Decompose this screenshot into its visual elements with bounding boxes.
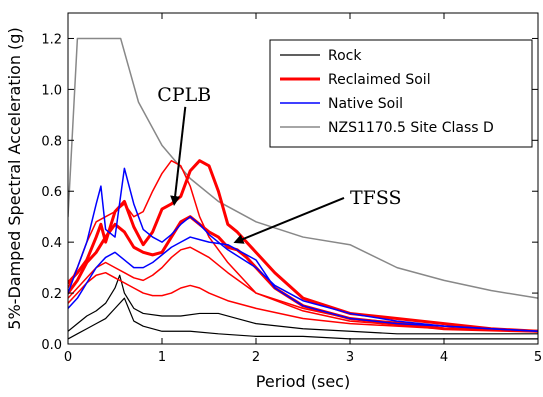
y-tick-label: 0.8 [41, 134, 62, 149]
x-axis-label: Period (sec) [256, 372, 350, 391]
series-line-reclaimed-soil-5 [68, 159, 538, 333]
x-tick-label: 0 [64, 350, 72, 365]
series-line-rock-1 [68, 274, 538, 335]
legend-box [269, 39, 533, 148]
y-tick-label: 1.2 [41, 32, 62, 47]
axes-frame [67, 12, 539, 345]
series-line-nzs1170-5-site-class-d-0 [68, 37, 538, 299]
x-tick-label: 1 [158, 350, 166, 365]
y-tick-label: 1.0 [41, 83, 62, 98]
axes-layer: 0 1 2 3 4 5 0.0 0.2 0.4 0.6 0.8 1.0 1.2 Period (sec) 5… [5, 12, 542, 391]
series-line-reclaimed-soil-3 [68, 159, 538, 333]
x-tick-label: 2 [252, 350, 260, 365]
annotation-label-cplb: CPLB [157, 84, 211, 106]
y-tick-label: 0.2 [41, 287, 62, 302]
legend-label-rock: Rock [328, 48, 362, 64]
y-tick-label: 0.6 [41, 185, 62, 200]
legend: Rock Reclaimed Soil Native Soil NZS1170.5 S… [269, 39, 533, 148]
annotation-layer: CPLB TFSS [157, 84, 402, 244]
legend-label-reclaimed-soil: Reclaimed Soil [328, 72, 431, 88]
series-line-native-soil-9 [68, 236, 538, 333]
series-line-native-soil-8 [68, 167, 538, 333]
series-line-rock-2 [68, 297, 538, 340]
series-line-reclaimed-soil-7 [68, 271, 538, 333]
y-tick-label: 0.0 [41, 338, 62, 353]
x-tick-label: 3 [346, 350, 354, 365]
legend-label-nzs1170-5-site-class-d: NZS1170.5 Site Class D [328, 120, 494, 136]
series-line-reclaimed-soil-6 [68, 246, 538, 333]
legend-label-native-soil: Native Soil [328, 96, 403, 112]
y-tick-label: 0.4 [41, 236, 62, 251]
x-tick-label: 4 [440, 350, 448, 365]
series-layer [68, 37, 538, 340]
x-tick-label: 5 [534, 350, 542, 365]
annotation-arrow-cplb [170, 106, 187, 206]
annotation-arrow-tfss [233, 197, 345, 244]
y-axis-label: 5%-Damped Spectral Acceleration (g) [5, 27, 24, 329]
annotation-label-tfss: TFSS [350, 187, 402, 209]
